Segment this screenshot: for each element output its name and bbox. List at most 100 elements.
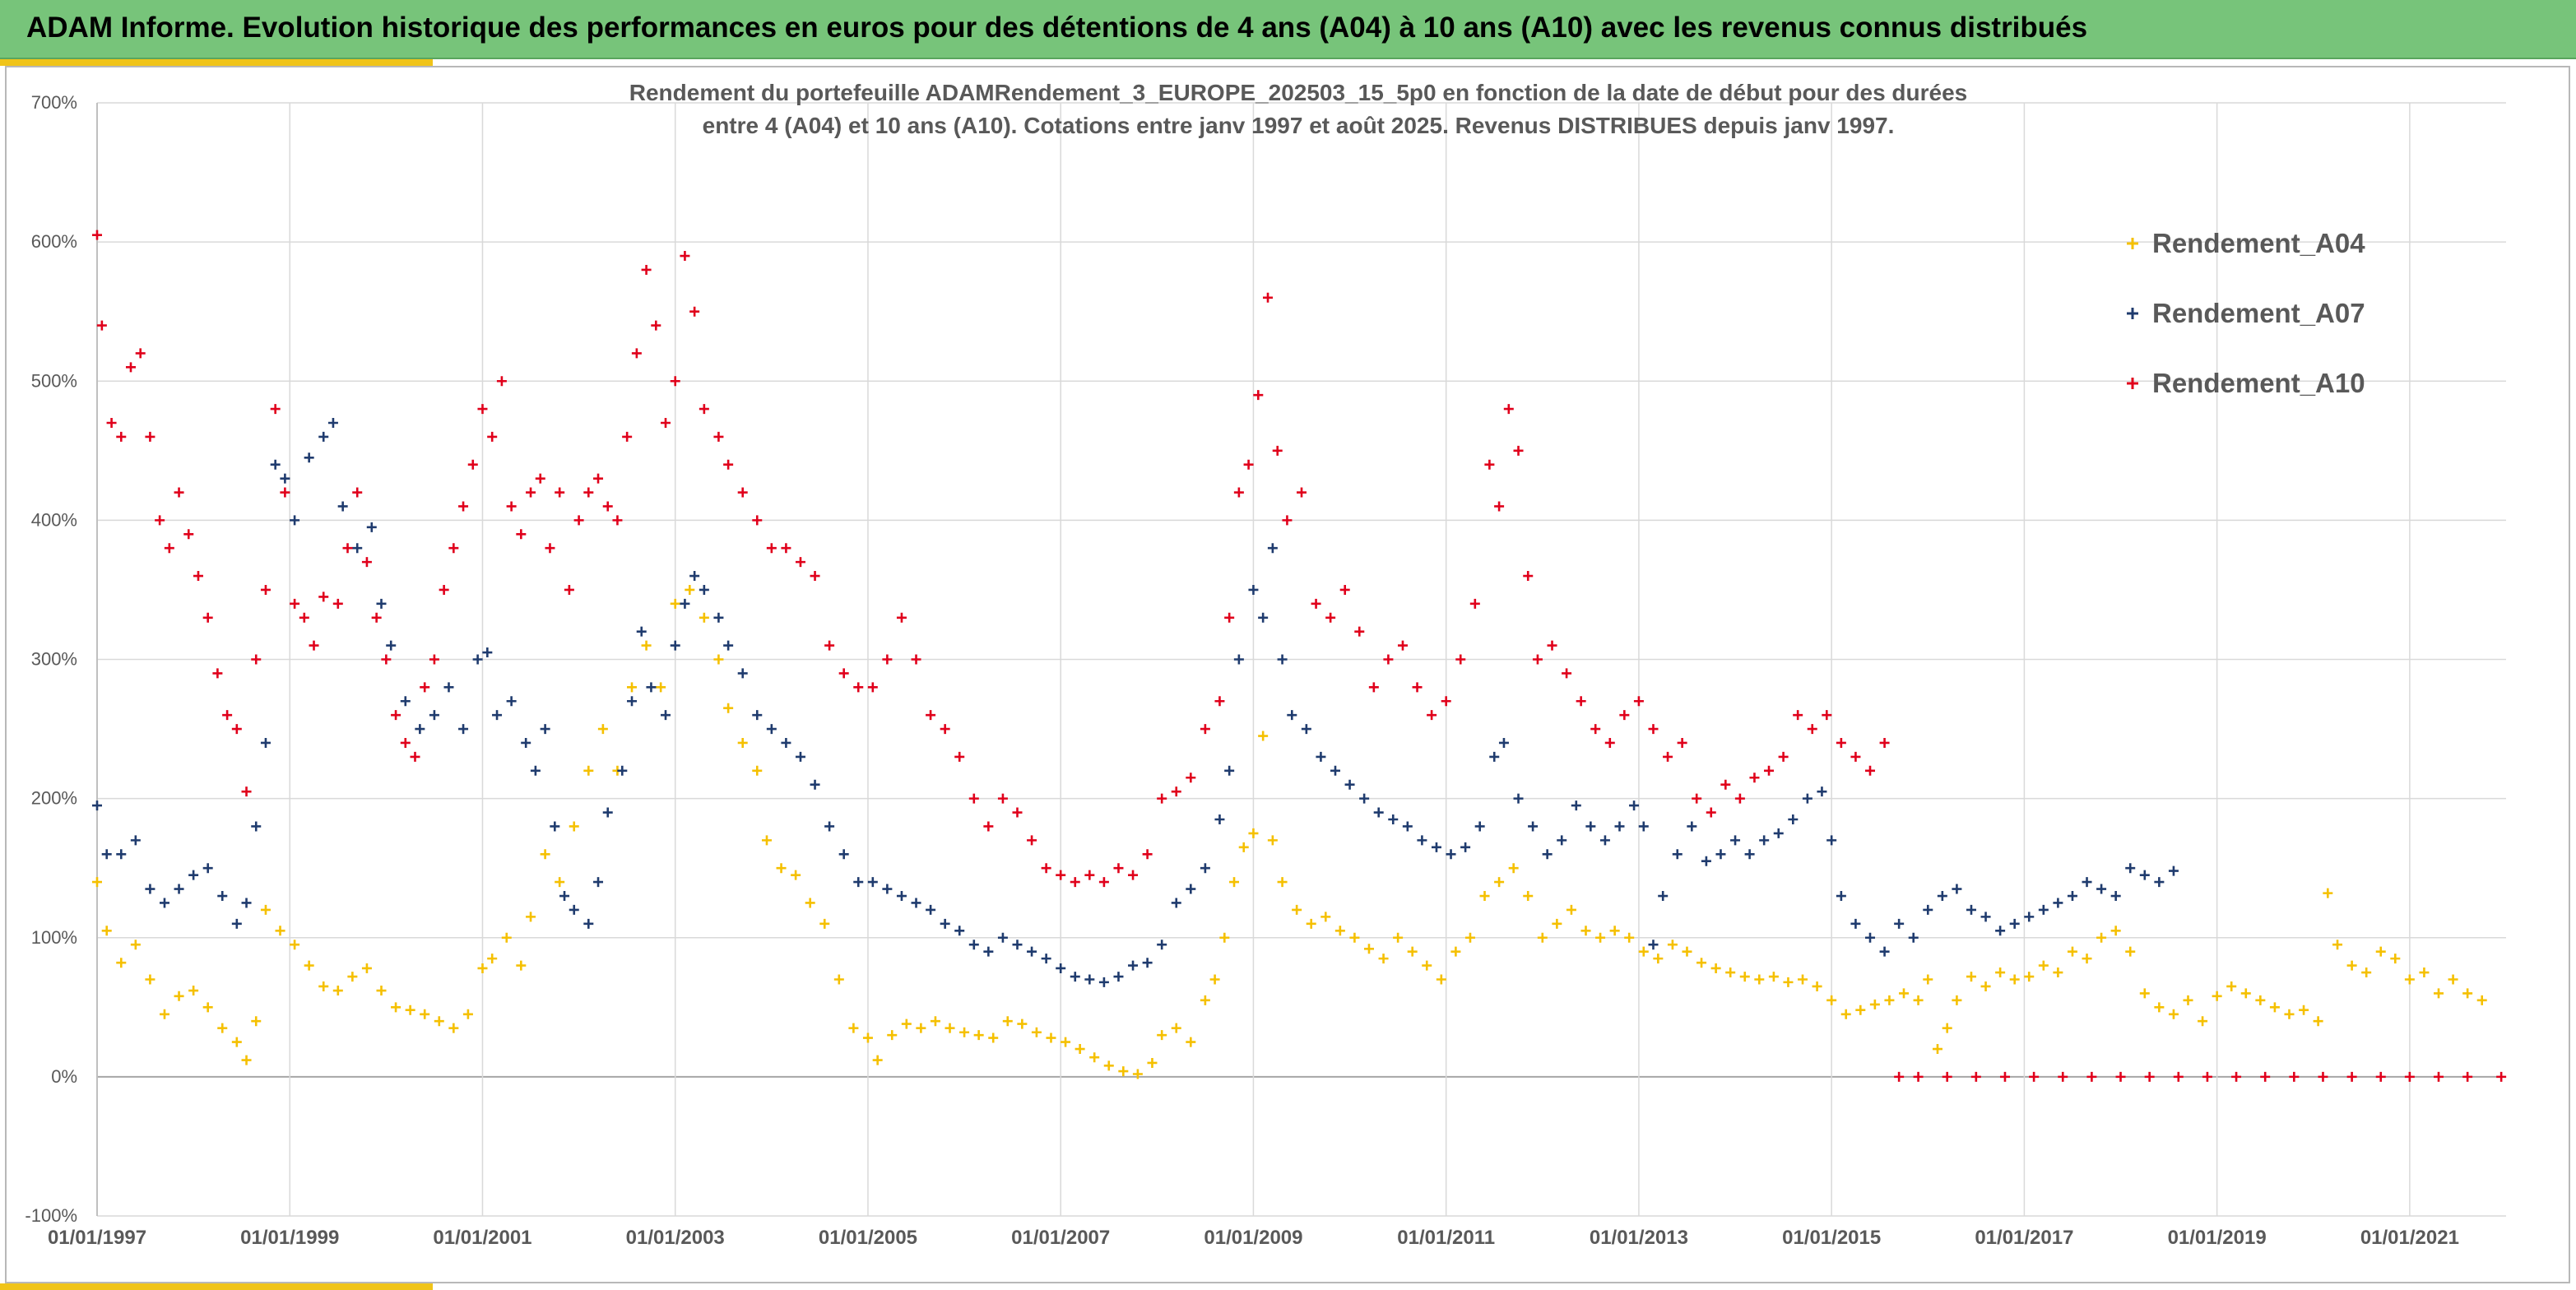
data-point [361,963,372,973]
y-tick-label: 700% [31,92,77,113]
data-point [689,306,700,317]
data-point [2125,946,2136,957]
data-point [1056,963,1066,973]
data-point [477,963,488,973]
data-point [2125,863,2136,874]
data-point [1098,977,1109,987]
data-point [1359,793,1370,804]
data-point [477,404,488,415]
data-point [304,452,314,463]
data-point [318,431,329,442]
data-point [462,1009,473,1019]
y-tick-label: 0% [51,1066,77,1087]
data-point [251,654,262,665]
data-point [1498,737,1509,748]
data-point [222,710,233,721]
data-point [1469,598,1480,609]
data-point [1142,849,1153,860]
data-point [2067,946,2077,957]
data-point [2009,974,2020,985]
data-point [1840,1009,1851,1019]
data-point [1012,940,1023,950]
data-point [1436,974,1446,985]
data-point [270,404,281,415]
data-point [564,584,574,595]
data-point [1253,390,1264,401]
data-point [400,737,411,748]
data-point [1031,1027,1042,1037]
data-point [1041,954,1051,964]
data-point [1879,946,1890,957]
data-point [1648,724,1659,735]
data-point [2299,1005,2309,1015]
data-point [309,640,319,651]
y-tick-label: 400% [31,509,77,530]
data-point [492,710,503,721]
data-point [627,682,638,693]
data-point [2404,1071,2415,1082]
data-point [352,543,363,554]
data-point [251,821,262,832]
data-point [1431,842,1441,852]
x-tick-label: 01/01/2015 [1782,1227,1881,1249]
data-point [1363,944,1374,954]
data-point [1715,849,1726,860]
data-point [145,431,155,442]
data-point [1768,972,1779,982]
data-point [1585,821,1596,832]
data-point [2168,865,2179,876]
data-point [911,654,921,665]
data-point [2434,1071,2444,1082]
data-point [968,793,979,804]
data-point [125,362,136,373]
data-point [376,986,387,996]
grid-layer [96,102,2506,1217]
data-point [130,835,141,846]
data-point [183,529,194,540]
data-point [617,765,628,776]
data-point [1682,946,1692,957]
data-point [1441,696,1451,707]
data-point [1354,626,1365,637]
series-Rendement_A07 [92,417,2179,987]
data-point [761,835,772,846]
data-point [1894,1071,1905,1082]
data-point [945,1023,955,1033]
data-point [361,557,372,568]
data-point [1061,1037,1071,1047]
data-point [583,918,594,929]
data-point [853,682,864,693]
data-point [1046,1032,1056,1043]
data-point [1793,710,1803,721]
data-point [516,529,527,540]
data-point [2284,1009,2295,1019]
data-point [2198,1016,2208,1027]
data-point [680,251,690,262]
data-point [260,584,271,595]
data-point [448,543,459,554]
data-point [737,737,748,748]
data-point [231,724,242,735]
data-point [2139,870,2150,880]
data-point [573,515,584,526]
data-point [174,884,184,894]
x-tick-label: 01/01/2013 [1590,1227,1688,1249]
data-point [1186,884,1196,894]
data-point [636,626,647,637]
data-point [1132,1069,1143,1079]
data-point [145,884,155,894]
data-point [1301,724,1311,735]
data-point [92,800,102,811]
data-point [1311,598,1321,609]
data-point [280,487,290,498]
data-point [1952,995,1962,1005]
data-point [1894,918,1905,929]
data-point [1624,932,1635,943]
data-point [1701,856,1711,866]
data-point [1320,912,1331,922]
data-point [1272,445,1283,456]
data-point [540,724,550,735]
data-point [627,696,638,707]
data-point [641,640,652,651]
data-point [1764,765,1775,776]
